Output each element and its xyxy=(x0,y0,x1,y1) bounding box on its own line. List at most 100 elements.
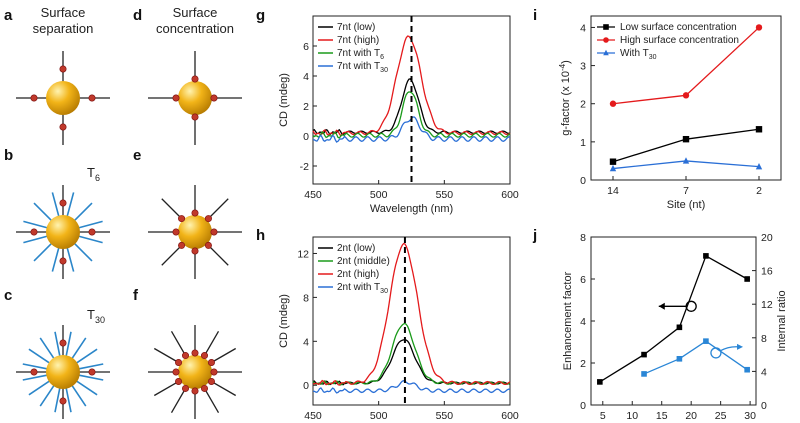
t-strand xyxy=(51,192,60,218)
y-tick-label: 8 xyxy=(580,232,586,244)
col2-title-line1: Surface xyxy=(173,5,218,20)
t-strand xyxy=(66,192,75,218)
x-tick-label: 500 xyxy=(370,189,388,201)
t-strand xyxy=(77,220,103,229)
y-tick-label: 4 xyxy=(580,22,586,34)
data-point xyxy=(755,162,763,170)
molecule-dot xyxy=(191,247,199,255)
legend-label: 2nt (middle) xyxy=(337,256,390,267)
j-plot-frame xyxy=(590,236,757,406)
t-strand xyxy=(28,348,51,365)
x-axis-label: Wavelength (nm) xyxy=(370,203,453,215)
legend-label: Low surface concentration xyxy=(620,22,737,33)
molecule-dot xyxy=(201,352,209,360)
legend-label: 2nt (low) xyxy=(337,243,375,254)
t-strand xyxy=(39,337,56,360)
series-line xyxy=(312,339,511,386)
molecule-dot xyxy=(59,65,67,73)
t-strand xyxy=(65,386,72,413)
particle-b xyxy=(16,185,110,279)
gold-nanoparticle xyxy=(46,355,80,389)
t-strand xyxy=(77,363,104,370)
chart-i: 14 7 2 0 1 2 3 4 Site (nt) g-factor (x 10-4) Low s… xyxy=(558,15,782,211)
t-strand xyxy=(75,379,98,396)
legend-label: 2nt with T30 xyxy=(337,282,388,295)
y-tick-label: 8 xyxy=(303,292,309,304)
y-tick-label: 2 xyxy=(580,358,586,370)
h-plot-frame xyxy=(312,236,511,406)
t-strand xyxy=(23,235,49,244)
col1-title-line2: separation xyxy=(33,21,94,36)
molecule-dot xyxy=(207,377,215,385)
x-axis-label: Site (nt) xyxy=(667,199,706,211)
molecule-dot xyxy=(30,228,38,236)
x-tick-label: 25 xyxy=(715,410,727,422)
y-right-axis-label: Internal ratio xyxy=(776,290,788,351)
t-strand xyxy=(33,242,53,262)
x-tick-label: 15 xyxy=(656,410,668,422)
t-strand xyxy=(54,331,61,358)
t-strand xyxy=(70,384,87,407)
molecule-dot xyxy=(59,123,67,131)
x-tick-label: 550 xyxy=(436,410,454,422)
t-strand xyxy=(22,363,49,370)
data-point xyxy=(744,276,750,282)
t-strand xyxy=(75,348,98,365)
x-tick-label: 2 xyxy=(756,185,762,197)
t-strand xyxy=(33,202,53,222)
molecule-dot xyxy=(210,228,218,236)
panel-label-a: a xyxy=(4,7,13,24)
t6-label: T6 xyxy=(87,165,100,183)
x-tick-label: 550 xyxy=(436,189,454,201)
x-tick-label: 500 xyxy=(370,410,388,422)
legend-label: 2nt (high) xyxy=(337,269,379,280)
molecule-dot xyxy=(178,215,186,223)
data-point xyxy=(703,338,709,344)
gold-nanoparticle xyxy=(46,81,80,115)
molecule-dot xyxy=(191,75,199,83)
y-right-tick-label: 16 xyxy=(761,266,773,278)
x-tick-label: 5 xyxy=(600,410,606,422)
chart-h: 45050055060004812Wavelength (nm)CD (mdeg… xyxy=(278,236,519,422)
col1-title-line1: Surface xyxy=(41,5,86,20)
y-axis-label: CD (mdeg) xyxy=(278,294,290,348)
y-tick-label: -2 xyxy=(300,161,309,173)
molecule-dot xyxy=(178,241,186,249)
y-tick-label: 0 xyxy=(303,380,309,392)
molecule-dot xyxy=(59,397,67,405)
molecule-dot xyxy=(172,228,180,236)
data-point xyxy=(682,92,690,99)
t-strand xyxy=(51,246,60,272)
x-tick-label: 14 xyxy=(607,185,619,197)
panel-label-j: j xyxy=(532,227,537,244)
data-point xyxy=(682,135,690,143)
data-point xyxy=(755,126,763,133)
t-strand xyxy=(77,235,103,244)
chart-g: 450 500 550 600 -2 0 2 4 6 Wavelength (nm) CD (mde… xyxy=(278,15,519,215)
gold-nanoparticle xyxy=(46,215,80,249)
t-strand xyxy=(73,242,93,262)
x-tick-label: 10 xyxy=(626,410,638,422)
molecule-dot xyxy=(88,94,96,102)
y-tick-label: 3 xyxy=(580,61,586,73)
panel-label-c: c xyxy=(4,287,12,304)
y-tick-label: 0 xyxy=(303,131,309,143)
data-point xyxy=(597,379,603,385)
x-tick-label: 20 xyxy=(685,410,697,422)
molecule-dot xyxy=(204,241,212,249)
molecule-dot xyxy=(191,349,199,357)
data-point xyxy=(755,24,763,31)
x-tick-label: 600 xyxy=(501,410,519,422)
data-point xyxy=(609,158,617,165)
y-tick-label: 0 xyxy=(580,175,586,187)
y-tick-label: 2 xyxy=(303,101,309,113)
data-point xyxy=(603,37,609,43)
molecule-dot xyxy=(207,358,215,366)
y-tick-label: 1 xyxy=(580,137,586,149)
y-tick-label: 12 xyxy=(297,248,309,260)
series-line xyxy=(312,242,511,386)
x-tick-label: 450 xyxy=(304,189,322,201)
data-point xyxy=(603,24,609,30)
t-strand xyxy=(39,384,56,407)
y-axis-label: CD (mdeg) xyxy=(278,73,290,127)
